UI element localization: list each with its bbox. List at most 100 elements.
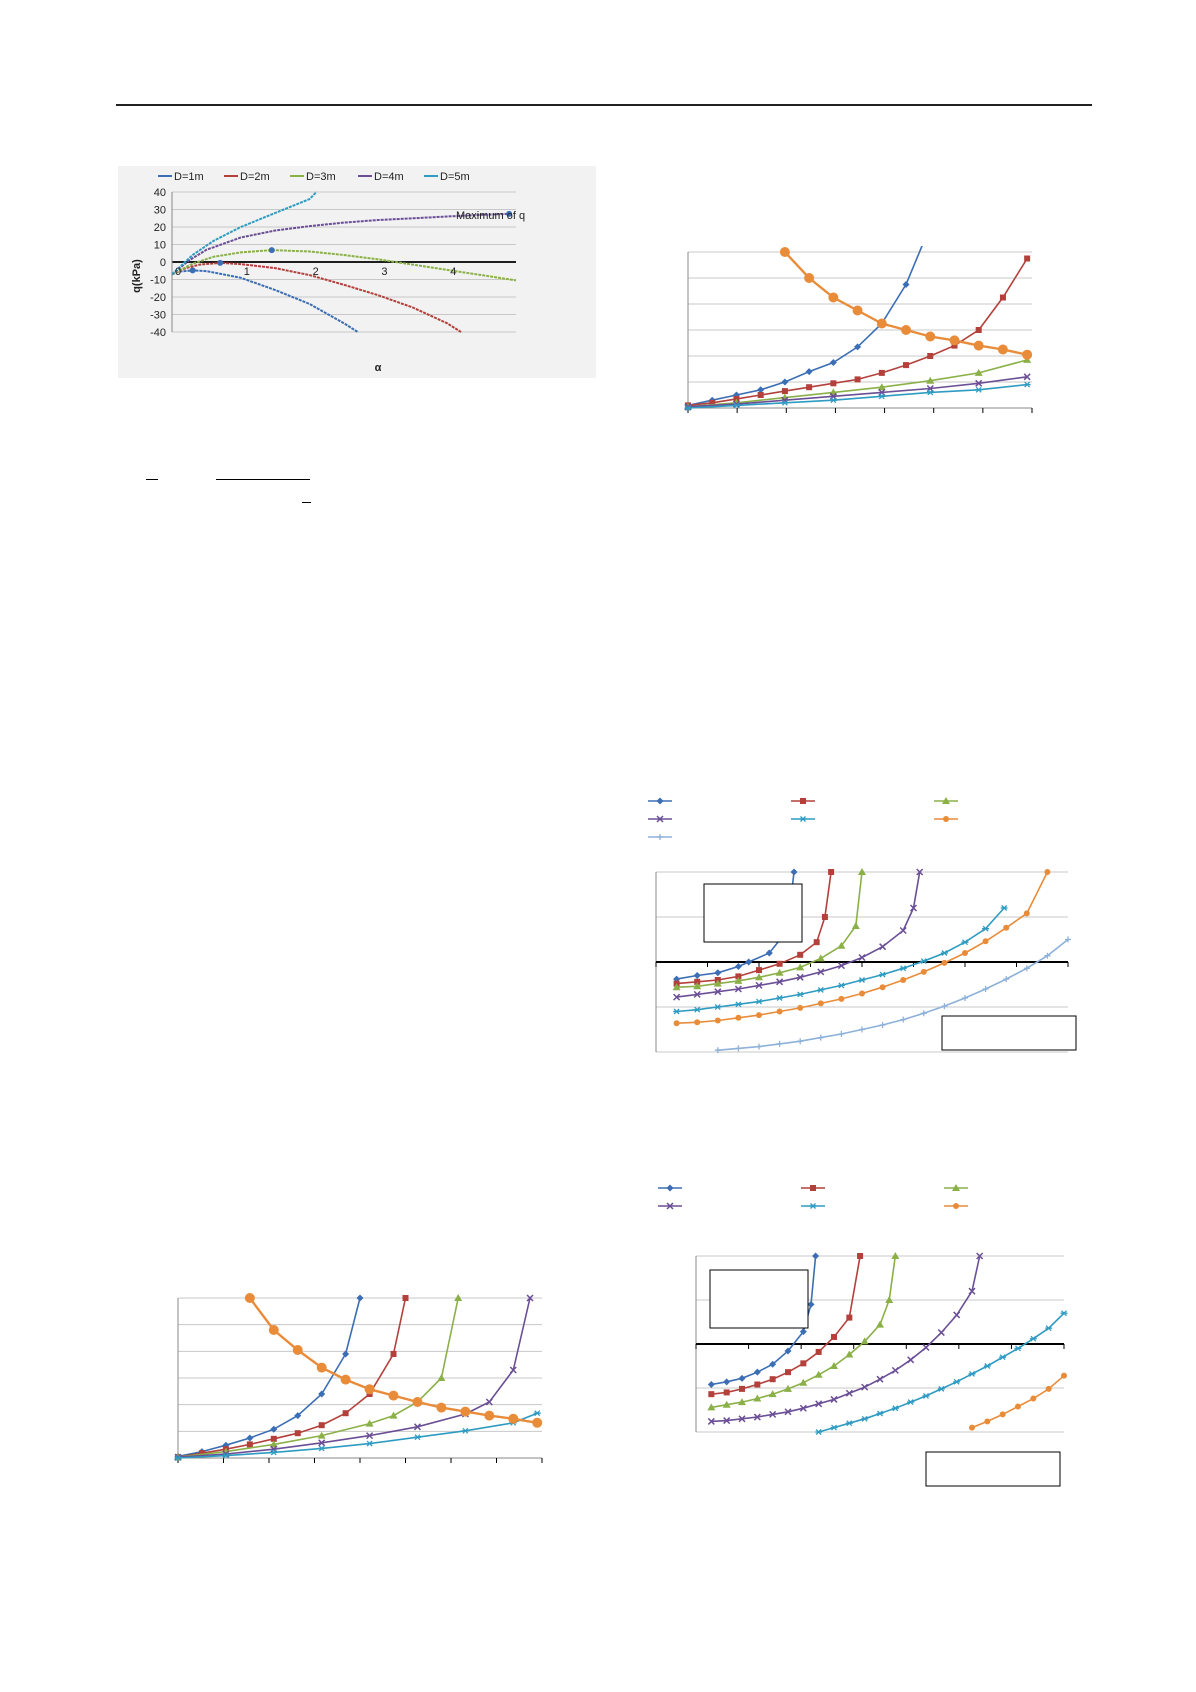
data-point-cyan <box>926 389 934 396</box>
data-point-purple <box>693 990 701 998</box>
data-point-blue <box>781 378 789 386</box>
data-point-orange <box>388 1390 399 1401</box>
series-line-D=5m <box>171 191 318 276</box>
data-point-orange <box>508 1413 519 1424</box>
data-point-orange <box>532 1417 543 1428</box>
data-point-green <box>860 1337 869 1345</box>
data-point-purple <box>413 1423 422 1431</box>
data-point-purple <box>845 1389 853 1397</box>
data-point-purple <box>1023 373 1031 381</box>
data-point-orange <box>694 1019 701 1026</box>
data-point-red <box>754 1381 761 1388</box>
y-tick-label: 30 <box>154 205 166 217</box>
data-point-green <box>845 1350 854 1358</box>
legend-label: D=3m <box>306 171 336 183</box>
data-point-green <box>837 941 846 949</box>
data-point-blue <box>714 969 722 977</box>
series-line-orange <box>784 251 1028 356</box>
legend-label: D=1m <box>174 171 204 183</box>
data-point-blue <box>745 958 753 966</box>
data-point-green <box>816 954 825 962</box>
data-point-cyan <box>891 1405 899 1412</box>
data-point-orange <box>984 1418 991 1425</box>
data-point-blue <box>246 1434 254 1442</box>
x-tick-label: 0 <box>175 266 181 278</box>
y-axis-label: q(kPa) <box>131 259 143 293</box>
data-point-green <box>768 1390 777 1398</box>
legend-marker <box>809 1203 817 1209</box>
data-point-green <box>830 1362 838 1369</box>
data-point-blue <box>294 1412 302 1420</box>
data-point-red <box>800 1360 807 1367</box>
data-point-blue <box>356 1294 364 1302</box>
series-group <box>174 1293 543 1461</box>
data-point-purple <box>837 962 845 970</box>
data-point-cyan <box>953 1378 961 1385</box>
data-point-orange <box>1003 924 1010 931</box>
data-point-purple <box>976 1252 984 1260</box>
data-point-orange <box>920 968 927 975</box>
data-point-green <box>693 982 702 990</box>
data-point-blue <box>734 963 742 970</box>
data-point-orange <box>340 1374 351 1385</box>
data-point-cyan <box>732 402 740 409</box>
data-point-red <box>198 1450 205 1457</box>
data-point-purple <box>509 1366 517 1374</box>
legend-label: D=4m <box>374 171 404 183</box>
data-point-orange <box>1023 910 1030 917</box>
data-point-red <box>821 914 828 920</box>
data-point-lightblue <box>941 1003 948 1010</box>
series-line-D=2m <box>171 261 462 333</box>
data-point-cyan <box>270 1449 278 1456</box>
maximum-point <box>268 247 275 254</box>
data-point-orange <box>364 1384 375 1395</box>
data-point-orange <box>838 995 845 1002</box>
data-point-orange <box>714 1017 721 1024</box>
series-line-lightblue <box>717 938 1069 1051</box>
data-point-cyan <box>937 1385 945 1392</box>
data-point-blue <box>812 1252 820 1260</box>
data-point-red <box>878 369 885 376</box>
data-point-blue <box>829 359 837 366</box>
data-point-orange <box>817 1000 824 1007</box>
data-point-cyan <box>899 965 907 972</box>
data-point-lightblue <box>776 1040 783 1047</box>
y-tick-label: -40 <box>150 327 166 339</box>
y-tick-label: -30 <box>150 310 166 322</box>
label-box <box>925 1451 1061 1487</box>
data-point-cyan <box>920 958 928 965</box>
series-line-D=1m <box>171 269 359 333</box>
data-point-purple <box>879 943 887 951</box>
data-point-red <box>854 376 861 383</box>
data-point-orange <box>779 247 790 257</box>
plot-area <box>687 251 1033 413</box>
data-point-blue <box>342 1350 350 1358</box>
data-point-red <box>975 327 982 333</box>
legend-marker <box>810 1185 816 1191</box>
data-point-orange <box>949 335 960 346</box>
data-point-orange <box>1030 1395 1037 1402</box>
data-point-red <box>390 1351 397 1357</box>
data-point-purple <box>876 1375 884 1383</box>
data-point-blue <box>318 1390 326 1398</box>
data-point-purple <box>753 1413 761 1421</box>
data-point-orange <box>997 344 1008 355</box>
chart-background <box>118 166 596 378</box>
data-point-orange <box>982 938 989 945</box>
data-point-cyan <box>975 386 983 393</box>
x-tick-label: 2 <box>313 266 319 278</box>
x-tick-label: 3 <box>381 266 387 278</box>
data-point-green <box>784 1384 792 1392</box>
data-point-cyan <box>858 977 866 983</box>
data-point-cyan <box>461 1427 469 1434</box>
data-point-cyan <box>922 1392 930 1399</box>
series-line-purple <box>687 376 1028 408</box>
data-point-cyan <box>845 1420 853 1427</box>
data-point-green <box>734 976 743 984</box>
data-point-green <box>926 376 935 384</box>
data-point-red <box>813 939 820 946</box>
data-point-purple <box>714 988 722 996</box>
data-point-green <box>454 1294 463 1301</box>
data-point-orange <box>969 1424 975 1431</box>
data-point-red <box>318 1422 325 1429</box>
